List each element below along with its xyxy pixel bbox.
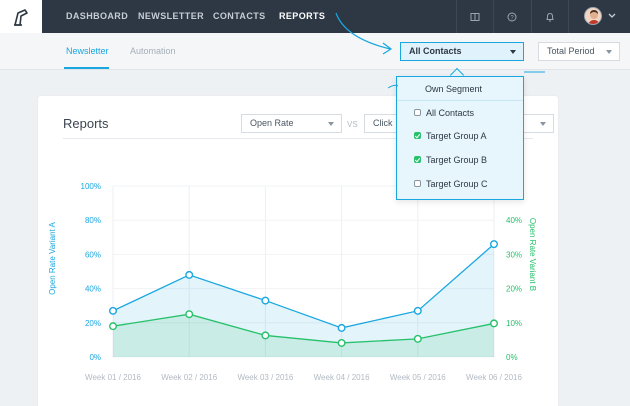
data-point — [337, 323, 346, 332]
caret-down-icon — [328, 122, 334, 126]
help-icon[interactable]: ? — [493, 0, 529, 33]
series-area — [113, 244, 494, 357]
checkbox-checked[interactable] — [414, 156, 421, 163]
x-tick-label: Week 03 / 2016 — [237, 373, 293, 382]
segment-select-value: All Contacts — [409, 46, 462, 56]
dropdown-header: Own Segment — [397, 77, 523, 101]
nav-contacts[interactable]: CONTACTS — [213, 11, 266, 21]
option-all-contacts[interactable]: All Contacts — [397, 103, 523, 123]
tab-newsletter[interactable]: Newsletter — [66, 46, 109, 56]
x-tick-label: Week 01 / 2016 — [85, 373, 141, 382]
x-tick-label: Week 02 / 2016 — [161, 373, 217, 382]
option-label: Target Group A — [426, 131, 487, 141]
option-label: All Contacts — [426, 108, 475, 118]
y-tick-label-right: 10% — [506, 319, 522, 328]
y-tick-label-left: 80% — [85, 216, 101, 225]
y-tick-label-left: 20% — [85, 319, 101, 328]
nav-reports[interactable]: REPORTS — [279, 11, 326, 21]
y-tick-label-right: 30% — [506, 250, 522, 259]
vs-label: VS — [347, 120, 358, 129]
series-line — [112, 243, 495, 329]
y-tick-label-left: 60% — [85, 250, 101, 259]
caret-down-icon — [510, 50, 516, 54]
data-point — [185, 310, 194, 319]
logo-icon — [14, 8, 28, 26]
metric-a-value: Open Rate — [250, 118, 294, 128]
data-point — [490, 240, 499, 249]
metric-b-value: Click — [373, 118, 393, 128]
checkbox[interactable] — [414, 109, 421, 116]
x-tick-label: Week 06 / 2016 — [466, 373, 522, 382]
period-select[interactable]: Total Period — [538, 42, 620, 61]
checkbox[interactable] — [414, 180, 421, 187]
series-area — [113, 314, 494, 357]
option-label: Target Group B — [426, 155, 488, 165]
period-select-value: Total Period — [547, 46, 595, 56]
data-point — [185, 270, 194, 279]
data-point — [413, 306, 422, 315]
option-target-group-c[interactable]: Target Group C — [397, 174, 523, 194]
segment-dropdown: Own Segment All Contacts Target Group A … — [396, 76, 524, 200]
active-tab-indicator — [64, 67, 109, 69]
tab-automation[interactable]: Automation — [130, 46, 176, 56]
book-icon[interactable] — [456, 0, 492, 33]
checkbox-checked[interactable] — [414, 132, 421, 139]
caret-down-icon — [540, 122, 546, 126]
caret-down-icon — [606, 50, 612, 54]
segment-select[interactable]: All Contacts — [400, 42, 524, 61]
y-axis-left-label: Open Rate Variant A — [47, 222, 57, 295]
svg-text:?: ? — [510, 15, 514, 21]
metric-a-select[interactable]: Open Rate — [241, 114, 342, 133]
option-target-group-a[interactable]: Target Group A — [397, 126, 523, 146]
x-tick-label: Week 04 / 2016 — [314, 373, 370, 382]
y-axis-right-label: Open Rate Variant B — [528, 217, 538, 292]
y-tick-label-right: 0% — [506, 353, 518, 362]
page-title: Reports — [63, 116, 109, 131]
y-tick-label-left: 0% — [89, 353, 101, 362]
option-label: Target Group C — [426, 179, 488, 189]
data-point — [108, 322, 117, 331]
series-line — [112, 313, 495, 344]
data-point — [490, 319, 499, 328]
avatar-icon — [585, 8, 601, 24]
y-tick-label-right: 40% — [506, 216, 522, 225]
data-point — [413, 334, 422, 343]
data-point — [261, 331, 270, 340]
chevron-down-icon[interactable] — [608, 13, 616, 19]
logo[interactable] — [0, 0, 42, 33]
option-target-group-b[interactable]: Target Group B — [397, 150, 523, 170]
avatar[interactable] — [584, 7, 602, 25]
top-navigation: DASHBOARD NEWSLETTER CONTACTS REPORTS ? — [0, 0, 630, 33]
y-tick-label-left: 40% — [85, 285, 101, 294]
nav-newsletter[interactable]: NEWSLETTER — [138, 11, 204, 21]
x-tick-label: Week 05 / 2016 — [390, 373, 446, 382]
bell-icon[interactable] — [531, 0, 567, 33]
user-menu[interactable] — [568, 0, 630, 33]
nav-dashboard[interactable]: DASHBOARD — [66, 11, 129, 21]
sub-navigation — [0, 33, 630, 70]
y-tick-label-left: 100% — [81, 182, 101, 191]
data-point — [108, 306, 117, 315]
y-tick-label-right: 20% — [506, 285, 522, 294]
data-point — [337, 338, 346, 347]
divider — [63, 138, 533, 139]
data-point — [261, 296, 270, 305]
